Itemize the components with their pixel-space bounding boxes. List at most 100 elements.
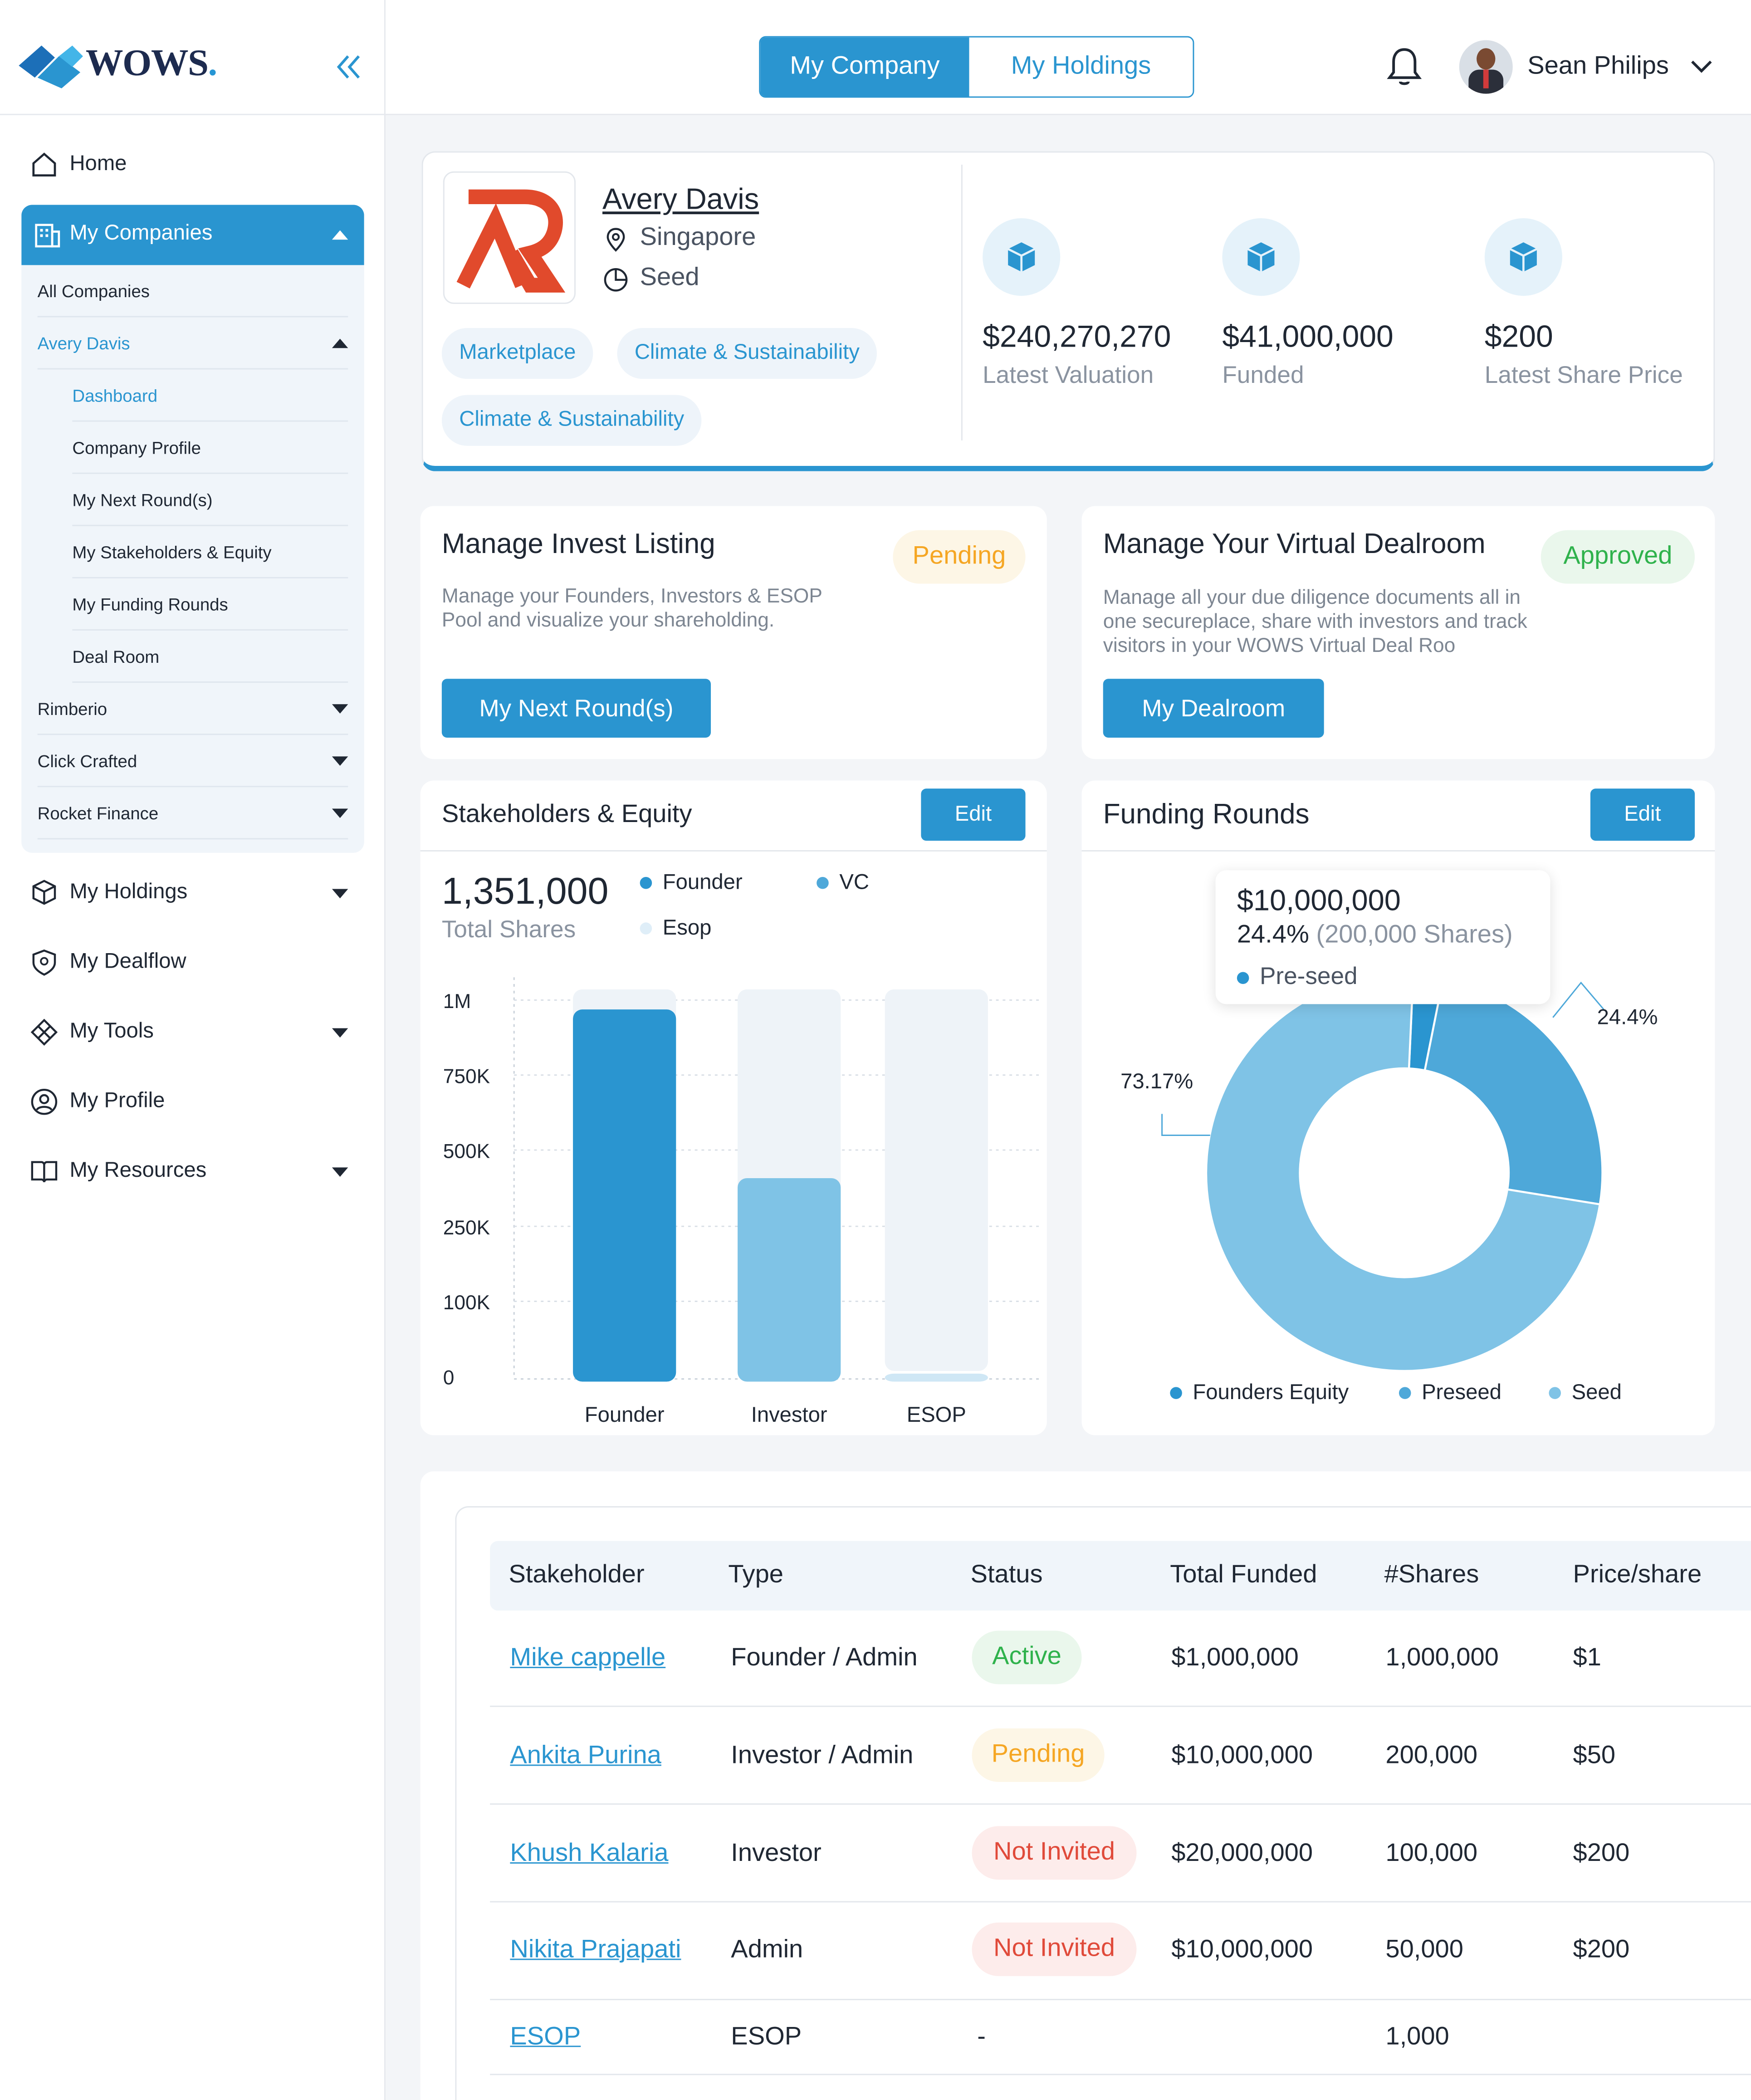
y-tick-label: 500K <box>443 1141 490 1163</box>
company-holdings-tabs: My Company My Holdings <box>759 36 1194 98</box>
tab-my-holdings[interactable]: My Holdings <box>969 37 1193 97</box>
legend-esop: Esop <box>640 917 711 941</box>
sidebar-item-click-crafted[interactable]: Click Crafted <box>37 735 348 788</box>
sidebar-item-next-rounds[interactable]: My Next Round(s) <box>72 474 348 526</box>
stat-share-price-value: $200 <box>1484 318 1553 354</box>
nav-my-holdings-label: My Holdings <box>69 881 188 904</box>
table-cell-shares: 200,000 <box>1385 1742 1478 1770</box>
bar-esop[interactable] <box>885 1373 988 1382</box>
nav-my-profile[interactable]: My Profile <box>29 1082 165 1122</box>
stat-share-price-label: Latest Share Price <box>1484 361 1683 388</box>
stakeholder-link[interactable]: ESOP <box>510 2023 581 2051</box>
caret-down-icon <box>332 704 348 714</box>
status-badge: Approved <box>1541 530 1695 584</box>
tooltip-amount: $10,000,000 <box>1237 883 1401 917</box>
nav-my-companies[interactable]: My Companies <box>21 205 364 265</box>
x-tick-label: Investor <box>751 1403 827 1427</box>
nav-my-holdings[interactable]: My Holdings <box>29 873 351 913</box>
tag-chip[interactable]: Marketplace <box>441 328 593 379</box>
table-cell-price: $200 <box>1573 1839 1630 1868</box>
sidebar-item-company-profile[interactable]: Company Profile <box>72 422 348 474</box>
tools-icon <box>30 1018 58 1046</box>
user-name[interactable]: Sean Philips <box>1527 52 1669 81</box>
tag-chip[interactable]: Climate & Sustainability <box>441 395 702 446</box>
pie-chart-icon <box>604 268 628 292</box>
sidebar-item-deal-room[interactable]: Deal Room <box>72 631 348 683</box>
collapse-caret-icon[interactable] <box>332 230 348 240</box>
brand-name: WOWS. <box>85 43 217 84</box>
status-badge: Pending <box>972 1728 1105 1782</box>
chevron-down-icon[interactable] <box>1689 59 1713 75</box>
donut-label-right: 24.4% <box>1597 1007 1658 1030</box>
donut-slice-preseed[interactable] <box>1423 977 1604 1206</box>
caret-down-icon <box>332 756 348 766</box>
sidebar-item-avery-davis[interactable]: Avery Davis <box>37 317 348 370</box>
table-cell-shares: 50,000 <box>1385 1936 1463 1964</box>
bell-icon[interactable] <box>1385 45 1423 88</box>
nav-my-profile-label: My Profile <box>69 1090 165 1113</box>
status-badge: Pending <box>893 530 1026 584</box>
sidebar-item-funding-rounds[interactable]: My Funding Rounds <box>72 578 348 631</box>
column-header-shares[interactable]: #Shares <box>1384 1561 1479 1589</box>
column-header-type[interactable]: Type <box>728 1561 783 1589</box>
table-cell-type: Admin <box>731 1936 803 1964</box>
nav-my-resources[interactable]: My Resources <box>29 1151 351 1192</box>
stakeholder-link[interactable]: Khush Kalaria <box>510 1839 669 1868</box>
tab-my-company[interactable]: My Company <box>760 37 969 97</box>
row-divider <box>490 1901 1751 1903</box>
company-logo-icon <box>456 189 566 293</box>
x-tick-label: ESOP <box>907 1403 966 1427</box>
table-cell-type: ESOP <box>731 2023 802 2051</box>
legend-seed: Seed <box>1549 1382 1622 1406</box>
location-icon <box>606 228 625 252</box>
invest-listing-title: Manage Invest Listing <box>441 529 715 560</box>
donut-label-left: 73.17% <box>1120 1071 1193 1094</box>
home-icon <box>32 152 56 176</box>
nav-my-dealflow-label: My Dealflow <box>69 950 186 974</box>
tag-chip[interactable]: Climate & Sustainability <box>617 328 877 379</box>
sidebar-item-stakeholders[interactable]: My Stakeholders & Equity <box>72 526 348 578</box>
y-tick-label: 0 <box>443 1366 455 1389</box>
stakeholder-link[interactable]: Mike cappelle <box>510 1644 666 1672</box>
table-cell-price: $1 <box>1573 1644 1601 1672</box>
status-badge: Not Invited <box>972 1922 1137 1976</box>
collapse-sidebar-icon[interactable] <box>335 54 364 80</box>
sidebar-item-all-companies[interactable]: All Companies <box>37 265 348 318</box>
table-cell-funded: $10,000,000 <box>1171 1936 1313 1964</box>
divider <box>1081 850 1715 852</box>
table-cell-funded: $10,000,000 <box>1171 1742 1313 1770</box>
table-cell-price: $50 <box>1573 1742 1616 1770</box>
row-divider <box>490 1803 1751 1805</box>
sidebar-item-dashboard[interactable]: Dashboard <box>72 370 348 422</box>
legend-preseed: Preseed <box>1399 1382 1502 1406</box>
caret-down-icon <box>332 1167 348 1177</box>
sidebar: WOWS. Home My Companies All Companies Av… <box>0 0 386 2100</box>
column-header-status[interactable]: Status <box>970 1561 1043 1589</box>
nav-my-tools[interactable]: My Tools <box>29 1012 351 1052</box>
dealroom-desc: Manage all your due diligence documents … <box>1103 586 1527 657</box>
avatar[interactable] <box>1459 40 1513 94</box>
nav-home[interactable]: Home <box>29 145 127 185</box>
nav-my-dealflow[interactable]: My Dealflow <box>29 943 186 983</box>
edit-funding-button[interactable]: Edit <box>1590 788 1695 841</box>
stakeholder-link[interactable]: Ankita Purina <box>510 1742 661 1770</box>
company-name[interactable]: Avery Davis <box>602 182 759 216</box>
sidebar-item-rimberio[interactable]: Rimberio <box>37 683 348 735</box>
stat-latest-valuation-label: Latest Valuation <box>983 361 1154 388</box>
table-frame <box>455 1506 1751 2100</box>
edit-stakeholders-button[interactable]: Edit <box>921 788 1026 841</box>
nav-my-companies-label: My Companies <box>69 222 213 245</box>
bar-investor[interactable] <box>738 1178 841 1382</box>
column-header-stakeholder[interactable]: Stakeholder <box>509 1561 645 1589</box>
stakeholder-link[interactable]: Nikita Prajapati <box>510 1936 681 1964</box>
bar-founder[interactable] <box>573 1009 676 1382</box>
my-dealroom-button[interactable]: My Dealroom <box>1103 679 1324 738</box>
invest-listing-desc: Manage your Founders, Investors & ESOP Po… <box>441 585 822 632</box>
column-header-price-share[interactable]: Price/share <box>1573 1561 1702 1589</box>
column-header-total-funded[interactable]: Total Funded <box>1170 1561 1317 1589</box>
my-next-rounds-button[interactable]: My Next Round(s) <box>441 679 711 738</box>
cube-icon <box>983 218 1061 296</box>
brand-bar: WOWS. <box>0 0 386 115</box>
sidebar-item-rocket-finance[interactable]: Rocket Finance <box>37 787 348 840</box>
table-cell-funded: $1,000,000 <box>1171 1644 1299 1672</box>
